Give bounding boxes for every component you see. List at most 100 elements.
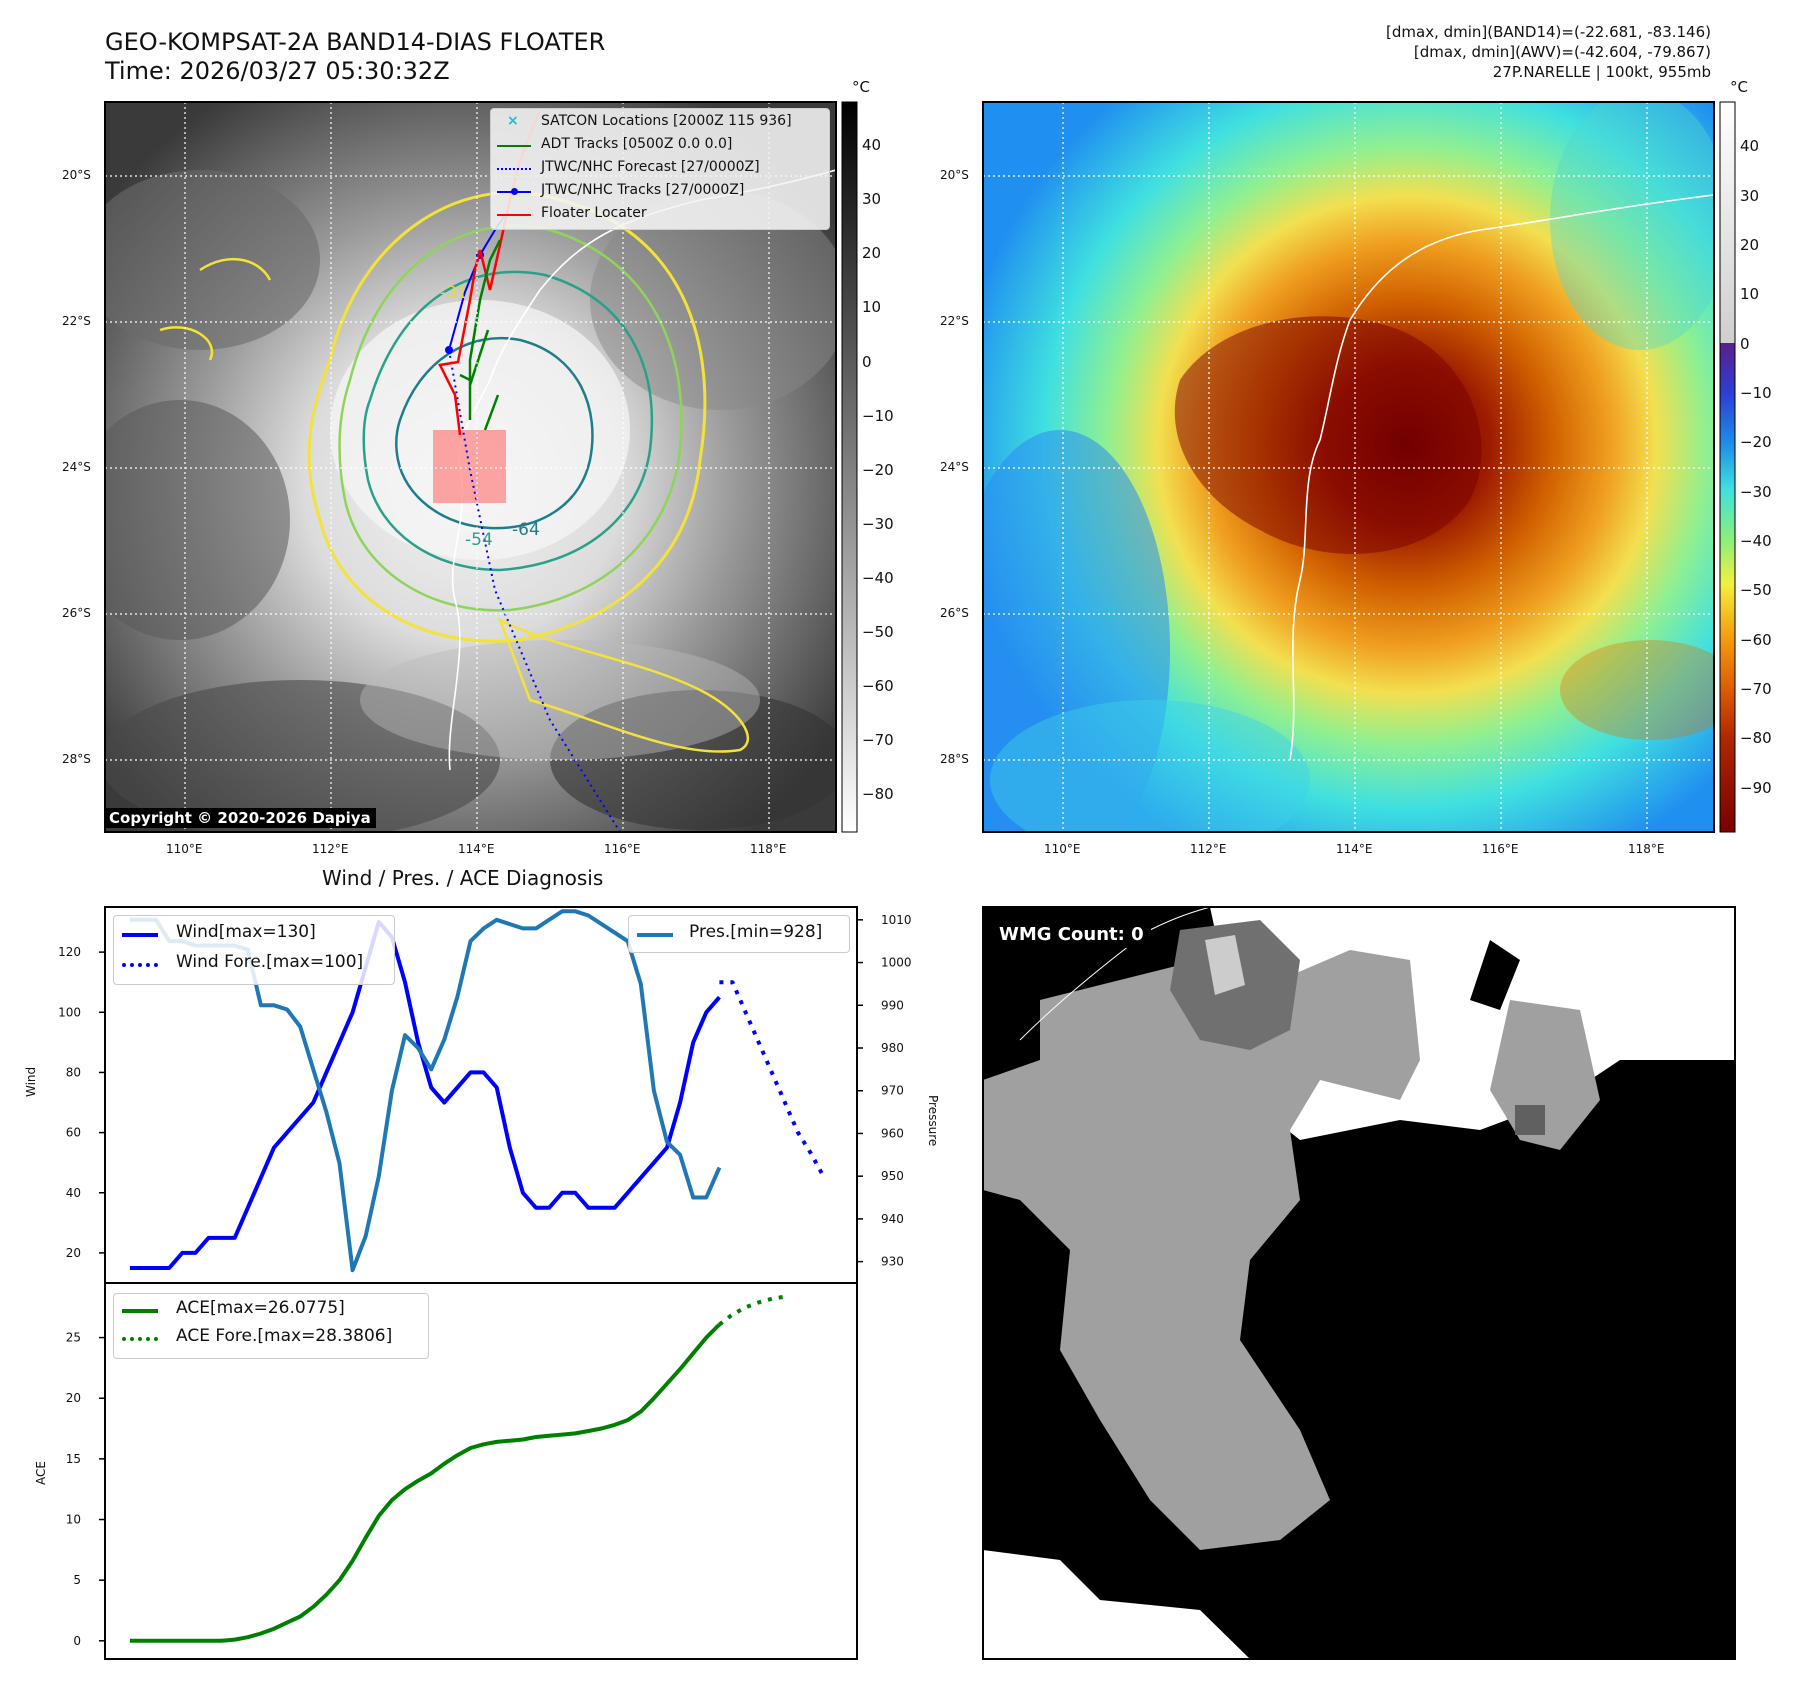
- pressure-axis-ticks: 930 940 950 960 970 980 990 1000 1010: [857, 913, 912, 1269]
- ace-axis-ticks: 0 5 10 15 20 25: [66, 1331, 105, 1648]
- ir-map-clouds: [105, 109, 836, 832]
- ace-forecast-line: [718, 1294, 786, 1327]
- wmg-frame: [982, 906, 1736, 1660]
- legend-adt: ADT Tracks [0500Z 0.0 0.0]: [541, 136, 733, 152]
- pressure-tick-label: 960: [881, 1126, 904, 1140]
- colorbar-right-tick: 30: [1740, 186, 1760, 205]
- ace-ylabel: ACE: [34, 1461, 48, 1485]
- wind-tick-label: 40: [66, 1186, 81, 1200]
- colorbar-left-tick: 10: [862, 298, 882, 317]
- pressure-tick-label: 970: [881, 1084, 904, 1098]
- colorbar-left-tick: −80: [862, 785, 894, 804]
- pres-legend-line: [637, 933, 673, 937]
- pressure-tick-label: 1000: [881, 956, 912, 970]
- colorbar-right-tick: −80: [1740, 729, 1772, 748]
- colorbar-right-tick: −30: [1740, 482, 1772, 501]
- lon-label-114e: 114°E: [458, 842, 495, 856]
- colorbar-left-tick: −60: [862, 677, 894, 695]
- ace-tick-label: 5: [73, 1573, 81, 1587]
- pressure-tick-label: 950: [881, 1169, 904, 1183]
- colorbar-unit-left: °C: [852, 78, 870, 96]
- pressure-tick-label: 930: [881, 1255, 904, 1269]
- map-legend: × SATCON Locations [2000Z 115 936] ADT T…: [490, 108, 830, 230]
- colorbar-unit-right: °C: [1730, 78, 1748, 96]
- lat-label-26s: 26°S: [62, 606, 91, 620]
- lon-label-116e-right: 116°E: [1482, 842, 1519, 856]
- colorbar-left-tick: 40: [862, 136, 882, 155]
- legend-track-dot: [511, 188, 518, 195]
- lon-label-118e-right: 118°E: [1628, 842, 1665, 856]
- ace-tick-label: 25: [66, 1331, 81, 1345]
- ace-legend-label: ACE[max=26.0775]: [176, 1298, 345, 1318]
- awv-colorbar: [1719, 101, 1736, 833]
- info-line2: [dmax, dmin](AWV)=(-42.604, -79.867): [1413, 43, 1711, 61]
- legend-adt-line: [497, 145, 531, 147]
- lon-label-110e: 110°E: [166, 842, 203, 856]
- copyright-badge: Copyright © 2020-2026 Dapiya: [104, 808, 376, 828]
- pres-legend: Pres.[min=928]: [628, 915, 850, 953]
- ace-tick-label: 0: [73, 1634, 81, 1648]
- ace-fore-legend-line: [122, 1337, 158, 1341]
- lat-label-28s: 28°S: [62, 752, 91, 766]
- ir-colorbar: [841, 101, 858, 833]
- wmg-count-badge: WMG Count: 0: [992, 921, 1151, 948]
- lon-label-118e: 118°E: [750, 842, 787, 856]
- legend-floater: Floater Locater: [541, 205, 647, 221]
- contour-label-64: -64: [512, 520, 540, 540]
- ace-tick-label: 10: [66, 1513, 81, 1527]
- colorbar-right-tick: −50: [1740, 581, 1772, 600]
- ace-lines: [129, 1294, 786, 1643]
- wind-legend-label: Wind[max=130]: [176, 922, 316, 942]
- awv-map-frame: [982, 101, 1715, 833]
- colorbar-right-tick: 10: [1740, 285, 1760, 304]
- ace-tick-label: 20: [66, 1391, 81, 1405]
- colorbar-right-tick: −20: [1740, 433, 1772, 452]
- colorbar-left-tick: −10: [862, 406, 894, 425]
- contour-label-31: -31: [440, 283, 468, 303]
- wind-legend-line: [122, 933, 158, 937]
- wmg-gray-region: [983, 950, 1420, 1550]
- colorbar-right-tick: −90: [1740, 778, 1772, 797]
- lat-label-22s-right: 22°S: [940, 314, 969, 328]
- colorbar-left-tick: −40: [862, 568, 894, 587]
- contour-label-54: -54: [465, 530, 493, 550]
- pressure-ylabel: Pressure: [926, 1095, 940, 1147]
- colorbar-left-tick: 20: [862, 244, 882, 263]
- ace-line: [129, 1323, 721, 1643]
- pressure-tick-label: 990: [881, 998, 904, 1012]
- ace-fore-legend-label: ACE Fore.[max=28.3806]: [176, 1326, 393, 1346]
- wind-tick-label: 120: [58, 945, 81, 959]
- legend-forecast: JTWC/NHC Forecast [27/0000Z]: [541, 159, 760, 175]
- colorbar-right-tick: −10: [1740, 384, 1772, 402]
- lon-label-112e-right: 112°E: [1190, 842, 1227, 856]
- wmg-dark-cell: [1515, 1105, 1545, 1135]
- wind-forecast-line: [719, 980, 826, 1179]
- awv-map-features: [983, 102, 1714, 832]
- colorbar-right-tick: 40: [1740, 137, 1760, 156]
- lat-label-28s-right: 28°S: [940, 752, 969, 766]
- colorbar-left-tick: −70: [862, 731, 894, 750]
- legend-satcon: SATCON Locations [2000Z 115 936]: [541, 113, 792, 129]
- lon-label-110e-right: 110°E: [1044, 842, 1081, 856]
- colorbar-right-tick: 0: [1740, 334, 1750, 353]
- wind-line: [129, 920, 721, 1270]
- colorbar-right-tick: −60: [1740, 630, 1772, 649]
- wmg-light-gray-region: [1205, 935, 1245, 995]
- colorbar-left-tick: −50: [862, 622, 894, 641]
- pressure-tick-label: 1010: [881, 913, 912, 927]
- wind-fore-legend-line: [122, 963, 158, 967]
- wind-tick-label: 80: [66, 1065, 81, 1079]
- figure-title-line2: Time: 2026/03/27 05:30:32Z: [105, 57, 450, 85]
- info-line1: [dmax, dmin](BAND14)=(-22.681, -83.146): [1386, 23, 1711, 41]
- lat-label-24s: 24°S: [62, 460, 91, 474]
- colorbar-left-tick: 0: [862, 352, 872, 371]
- lat-label-22s: 22°S: [62, 314, 91, 328]
- lat-label-24s-right: 24°S: [940, 460, 969, 474]
- wind-tick-label: 60: [66, 1126, 81, 1140]
- awv-map-panel: [982, 101, 1736, 833]
- ir-map-frame: [104, 101, 837, 833]
- lat-label-20s-right: 20°S: [940, 168, 969, 182]
- ace-tick-label: 15: [66, 1452, 81, 1466]
- pres-legend-label: Pres.[min=928]: [689, 922, 823, 942]
- colorbar-left-tick: −20: [862, 460, 894, 479]
